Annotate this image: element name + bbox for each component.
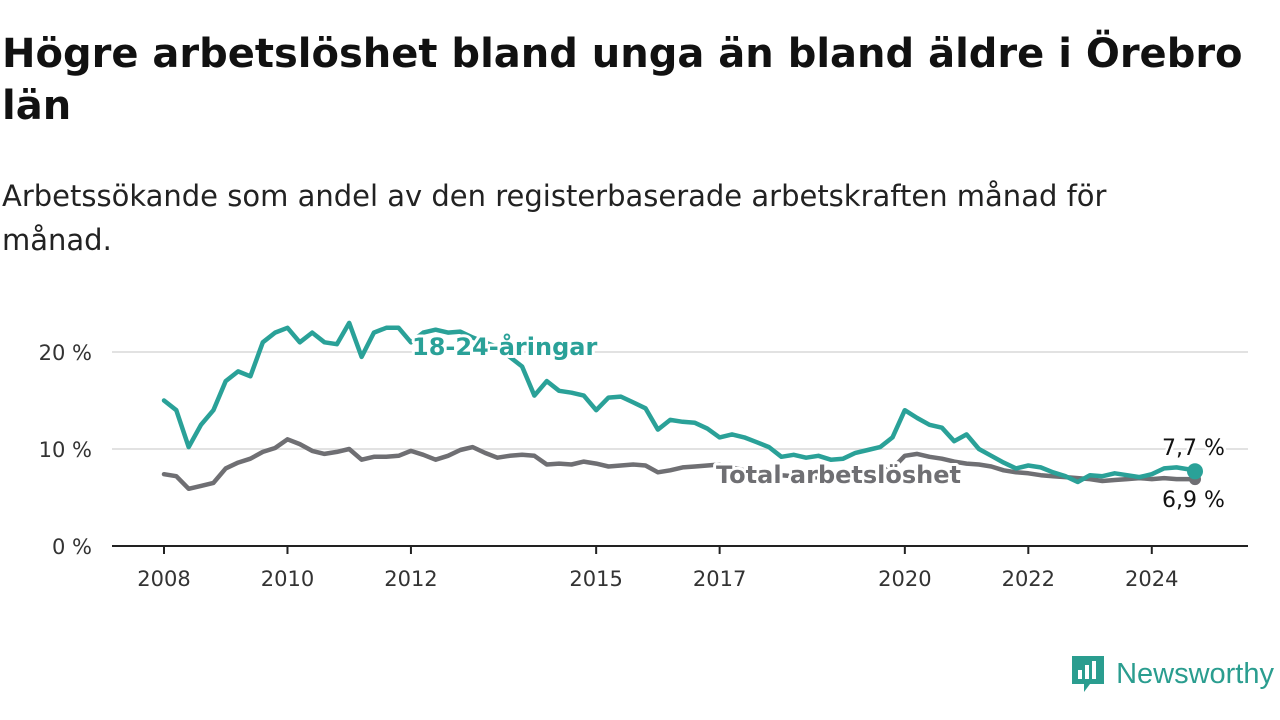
brand-logo: Newsworthy [1070, 654, 1274, 694]
chart-title: Högre arbetslöshet bland unga än bland ä… [2, 31, 1243, 129]
end-label-youth: 7,7 % [1162, 436, 1225, 461]
brand-name: Newsworthy [1116, 657, 1274, 690]
x-tick-label: 2020 [878, 567, 931, 591]
gridlines [112, 351, 1248, 450]
x-tick-label: 2012 [384, 567, 437, 591]
y-tick-label: 20 % [39, 341, 92, 365]
y-tick-label: 10 % [39, 438, 92, 462]
series-line [161, 320, 1198, 485]
x-tick-label: 2015 [569, 567, 622, 591]
x-tick-label: 2010 [261, 567, 314, 591]
x-tick-label: 2022 [1002, 567, 1055, 591]
series-end-point [1187, 463, 1203, 480]
x-axis [112, 545, 1248, 554]
chart-subtitle: Arbetssökande som andel av den registerb… [2, 179, 1107, 257]
series-line [161, 437, 1198, 492]
x-tick-label: 2008 [137, 567, 190, 591]
series-labels: 18-24-åringar Total arbetslöshet 7,7 % 6,9 … [409, 329, 1227, 516]
x-tick-label: 2017 [693, 567, 746, 591]
series-lines [161, 320, 1203, 492]
newsworthy-logo-icon [1072, 656, 1105, 692]
y-tick-label: 0 % [52, 535, 92, 559]
series-label-total: Total arbetslöshet [716, 461, 961, 489]
series-label-youth: 18-24-åringar [412, 332, 597, 361]
line-chart: 0 % 10 % 20 % 2008 2010 2012 2015 2017 2020 2022… [39, 320, 1248, 591]
x-tick-label: 2024 [1125, 567, 1178, 591]
x-axis-tick-labels: 2008 2010 2012 2015 2017 2020 2022 2024 [137, 567, 1178, 591]
end-label-total: 6,9 % [1162, 488, 1225, 513]
y-axis-tick-labels: 0 % 10 % 20 % [39, 341, 92, 559]
